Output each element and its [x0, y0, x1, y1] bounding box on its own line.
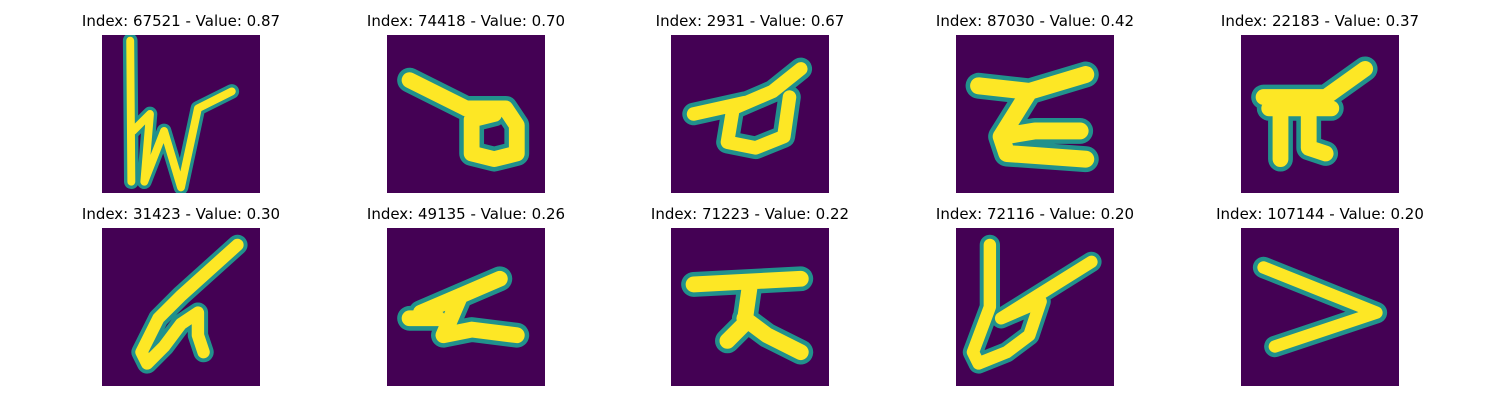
panel-title: Index: 72116 - Value: 0.20	[935, 205, 1135, 223]
panel-title: Index: 31423 - Value: 0.30	[81, 205, 281, 223]
glyph-image	[671, 35, 829, 193]
glyph-image	[1241, 228, 1399, 386]
glyph-image	[102, 228, 260, 386]
glyph-image	[956, 228, 1114, 386]
panel-title: Index: 107144 - Value: 0.20	[1216, 205, 1424, 223]
glyph-image	[102, 35, 260, 193]
panel-title: Index: 71223 - Value: 0.22	[650, 205, 850, 223]
panel-title: Index: 87030 - Value: 0.42	[935, 12, 1135, 30]
panel-title: Index: 74418 - Value: 0.70	[366, 12, 566, 30]
panel-title: Index: 67521 - Value: 0.87	[81, 12, 281, 30]
panel-title: Index: 49135 - Value: 0.26	[366, 205, 566, 223]
glyph-image	[1241, 35, 1399, 193]
glyph-image	[387, 228, 545, 386]
panel-title: Index: 2931 - Value: 0.67	[655, 12, 845, 30]
glyph-image	[956, 35, 1114, 193]
glyph-image	[387, 35, 545, 193]
glyph-image	[671, 228, 829, 386]
panel-title: Index: 22183 - Value: 0.37	[1220, 12, 1420, 30]
